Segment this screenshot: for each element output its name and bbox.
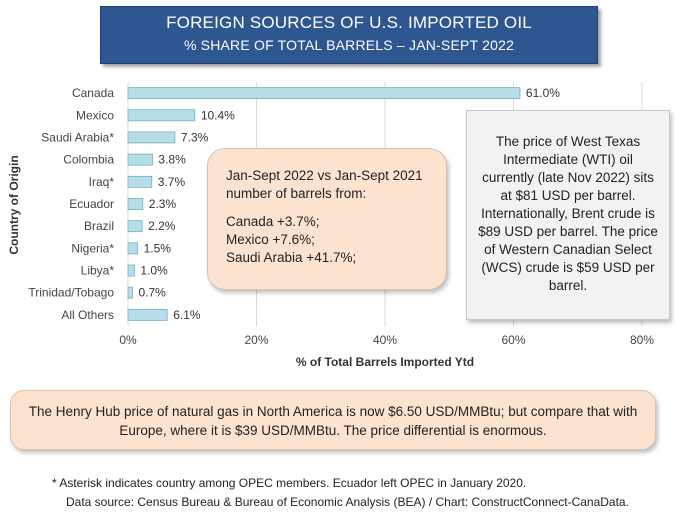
- data-label: 7.3%: [181, 130, 209, 144]
- bars: [127, 87, 521, 321]
- data-label: 10.4%: [201, 108, 235, 122]
- category-label: Brazil: [84, 219, 114, 233]
- data-label: 3.7%: [158, 175, 186, 189]
- category-label: Saudi Arabia*: [41, 130, 114, 144]
- data-label: 2.3%: [149, 197, 177, 211]
- chart-subtitle: % SHARE OF TOTAL BARRELS – JAN-SEPT 2022: [183, 37, 515, 53]
- bar: [127, 87, 521, 99]
- data-label: 61.0%: [526, 86, 560, 100]
- bar: [127, 286, 133, 299]
- comparison-item-mexico: Mexico +7.6%;: [226, 232, 315, 247]
- bar: [127, 309, 168, 321]
- opec-footnote: * Asterisk indicates country among OPEC …: [52, 476, 527, 490]
- comparison-callout: Jan-Sept 2022 vs Jan-Sept 2021 number of…: [207, 148, 447, 290]
- chart-title-banner: FOREIGN SOURCES OF U.S. IMPORTED OIL % S…: [100, 6, 598, 64]
- data-label: 0.7%: [138, 286, 166, 300]
- bar: [127, 153, 153, 166]
- x-tick-label: 0%: [119, 333, 137, 347]
- bar: [127, 264, 135, 277]
- bar: [127, 175, 153, 188]
- chart-title: FOREIGN SOURCES OF U.S. IMPORTED OIL: [166, 13, 532, 32]
- category-label: Nigeria*: [71, 241, 114, 255]
- comparison-item-saudi: Saudi Arabia +41.7%;: [226, 250, 357, 265]
- y-axis-title: Country of Origin: [7, 155, 21, 254]
- x-tick-label: 60%: [501, 333, 525, 347]
- x-tick-label: 40%: [373, 333, 397, 347]
- bar: [127, 198, 144, 210]
- category-label: Canada: [72, 86, 114, 100]
- comparison-item-canada: Canada +3.7%;: [226, 214, 320, 229]
- comparison-heading-line2: number of barrels from:: [226, 186, 367, 201]
- x-axis-title: % of Total Barrels Imported Ytd: [296, 355, 474, 369]
- data-label: 1.5%: [144, 241, 172, 255]
- bar: [127, 220, 143, 233]
- oil-price-callout: The price of West Texas Intermediate (WT…: [466, 110, 670, 320]
- data-label: 3.8%: [158, 153, 186, 167]
- category-label: Ecuador: [69, 197, 114, 211]
- category-label: Libya*: [81, 264, 115, 278]
- category-label: Iraq*: [89, 175, 115, 189]
- category-label: Mexico: [76, 108, 114, 122]
- labels: 0% 20% 40% 60% 80% Canada 61.0% Mexico 10.4% Saud…: [28, 86, 654, 347]
- source-footnote: Data source: Census Bureau & Bureau of E…: [66, 495, 629, 509]
- gas-price-callout: The Henry Hub price of natural gas in No…: [10, 390, 656, 450]
- bar: [127, 242, 139, 255]
- data-label: 1.0%: [140, 264, 168, 278]
- data-label: 2.2%: [148, 219, 176, 233]
- category-label: Colombia: [63, 153, 114, 167]
- data-label: 6.1%: [173, 308, 201, 322]
- bar: [127, 131, 176, 144]
- x-tick-label: 80%: [630, 333, 654, 347]
- bar: [127, 109, 196, 122]
- category-label: Trinidad/Tobago: [28, 286, 114, 300]
- category-label: All Others: [61, 308, 114, 322]
- x-tick-label: 20%: [244, 333, 268, 347]
- comparison-heading-line1: Jan-Sept 2022 vs Jan-Sept 2021: [226, 168, 423, 183]
